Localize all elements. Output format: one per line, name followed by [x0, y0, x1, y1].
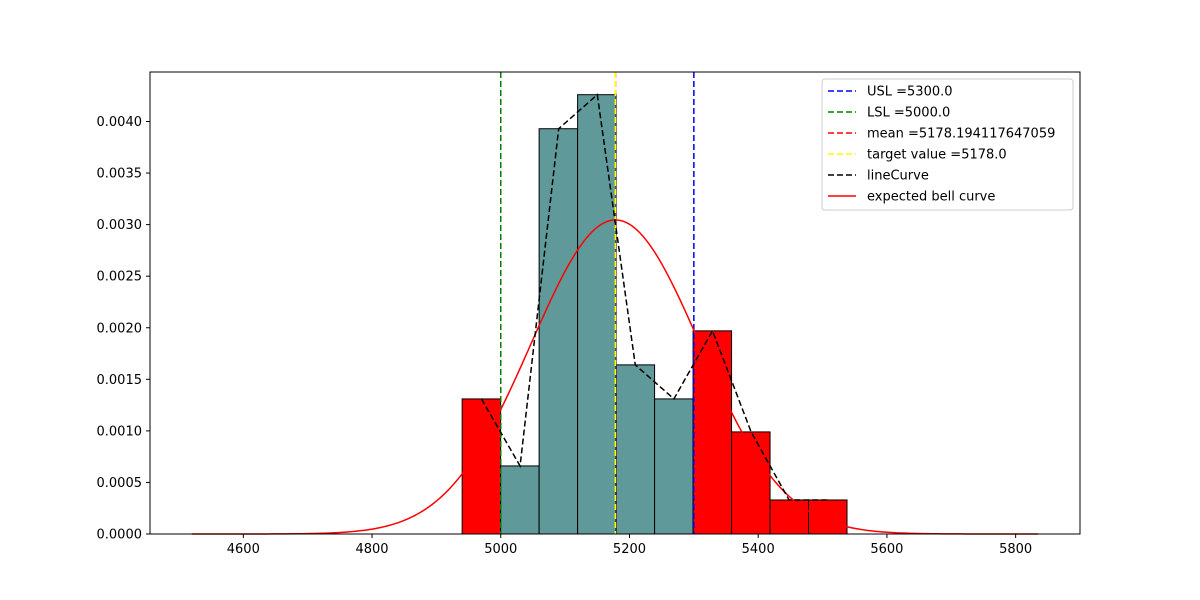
- line-curve: [480, 93, 828, 501]
- y-tick-label: 0.0030: [97, 218, 143, 233]
- x-tick-label: 5400: [742, 542, 775, 557]
- legend-label: LSL =5000.0: [867, 106, 950, 121]
- y-tick-label: 0.0020: [97, 321, 143, 336]
- axes-frame: [149, 71, 1081, 535]
- x-tick-label: 4800: [355, 542, 388, 557]
- x-tick-label: 5600: [870, 542, 903, 557]
- spec-lines: [500, 72, 695, 534]
- y-tick-label: 0.0025: [97, 270, 143, 285]
- legend-label: lineCurve: [867, 169, 929, 184]
- x-tick-label: 5800: [999, 542, 1032, 557]
- x-tick-label: 4600: [227, 542, 260, 557]
- legend-box: [821, 78, 1074, 211]
- histogram-bar: [731, 431, 771, 535]
- histogram-bar: [808, 499, 848, 535]
- legend-label: expected bell curve: [867, 190, 995, 205]
- y-tick-label: 0.0000: [97, 528, 143, 543]
- legend-label: USL =5300.0: [867, 85, 953, 100]
- y-tick-label: 0.0010: [97, 424, 143, 439]
- histogram-bar: [769, 499, 810, 535]
- x-tick-label: 5200: [613, 542, 646, 557]
- histogram-bar: [500, 465, 540, 535]
- histogram-bar: [692, 330, 733, 535]
- histogram-bar: [577, 94, 617, 535]
- histogram-bar: [654, 398, 694, 535]
- y-tick-label: 0.0005: [97, 476, 143, 491]
- histogram-bar: [538, 128, 579, 535]
- y-tick-label: 0.0015: [97, 373, 143, 388]
- x-axis-ticks: 4600 4800 5000 5200 5400 5600 5800: [227, 534, 1032, 557]
- x-tick-label: 5000: [484, 542, 517, 557]
- y-axis-ticks: 0.0000 0.0005 0.0010 0.0015 0.0020 0.0025 0.00…: [97, 115, 150, 543]
- legend: USL =5300.0 LSL =5000.0 mean =5178.1941176…: [821, 78, 1074, 211]
- legend-label: target value =5178.0: [867, 148, 1007, 163]
- histogram-bar: [615, 364, 656, 535]
- y-tick-label: 0.0040: [97, 115, 143, 130]
- legend-label: mean =5178.194117647059: [867, 127, 1055, 142]
- y-tick-label: 0.0035: [97, 167, 143, 182]
- curve-lines: [191, 93, 1039, 535]
